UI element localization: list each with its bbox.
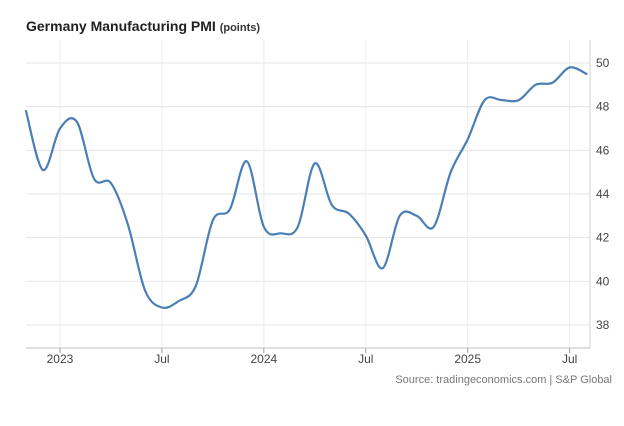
data-point bbox=[450, 171, 452, 173]
data-point bbox=[263, 226, 265, 228]
y-tick-label: 40 bbox=[596, 274, 610, 288]
series-layer bbox=[24, 66, 588, 310]
data-point bbox=[229, 208, 231, 210]
y-tick-label: 38 bbox=[596, 318, 610, 332]
chart-title-text: Germany Manufacturing PMI bbox=[26, 18, 216, 34]
data-point bbox=[365, 234, 367, 236]
data-point bbox=[552, 82, 554, 84]
data-point bbox=[535, 84, 537, 86]
data-point bbox=[297, 226, 299, 228]
x-tick-label: Jul bbox=[562, 352, 577, 366]
data-point bbox=[501, 99, 503, 101]
chart-unit-label: (points) bbox=[219, 22, 261, 34]
data-point bbox=[569, 66, 571, 68]
x-tick-label: 2024 bbox=[250, 352, 277, 366]
x-tick-label: 2025 bbox=[454, 352, 481, 366]
source-attribution: Source: tradingeconomics.com | S&P Globa… bbox=[395, 374, 612, 386]
data-point bbox=[348, 213, 350, 215]
gridlines bbox=[26, 40, 590, 348]
chart-title: Germany Manufacturing PMI (points) bbox=[26, 18, 260, 34]
axes: 38 40 42 44 46 48 50 2023 Jul 2024 Jul 2025 Jul bbox=[26, 40, 610, 366]
series-line bbox=[24, 66, 588, 310]
data-point bbox=[144, 289, 146, 291]
data-point bbox=[59, 127, 61, 129]
data-point bbox=[42, 169, 44, 171]
data-point bbox=[76, 121, 78, 123]
data-point bbox=[467, 138, 469, 140]
data-point bbox=[178, 300, 180, 302]
data-point bbox=[518, 99, 520, 101]
data-point bbox=[246, 160, 248, 162]
data-point bbox=[195, 285, 197, 287]
data-point bbox=[416, 215, 418, 217]
data-point bbox=[280, 232, 282, 234]
y-tick-label: 42 bbox=[596, 231, 610, 245]
data-point bbox=[25, 110, 27, 112]
data-point bbox=[331, 204, 333, 206]
data-point bbox=[314, 162, 316, 164]
y-tick-label: 46 bbox=[596, 143, 610, 157]
data-point bbox=[399, 215, 401, 217]
data-point bbox=[127, 224, 129, 226]
data-point bbox=[586, 73, 588, 75]
y-tick-label: 44 bbox=[596, 187, 610, 201]
y-tick-label: 50 bbox=[596, 56, 610, 70]
x-tick-label: Jul bbox=[358, 352, 373, 366]
data-point bbox=[212, 219, 214, 221]
data-point bbox=[93, 178, 95, 180]
data-point bbox=[484, 99, 486, 101]
x-tick-label: 2023 bbox=[47, 352, 74, 366]
y-tick-label: 48 bbox=[596, 100, 610, 114]
data-point bbox=[110, 182, 112, 184]
data-point bbox=[161, 306, 163, 308]
data-point bbox=[433, 226, 435, 228]
data-point bbox=[382, 267, 384, 269]
x-tick-label: Jul bbox=[154, 352, 169, 366]
